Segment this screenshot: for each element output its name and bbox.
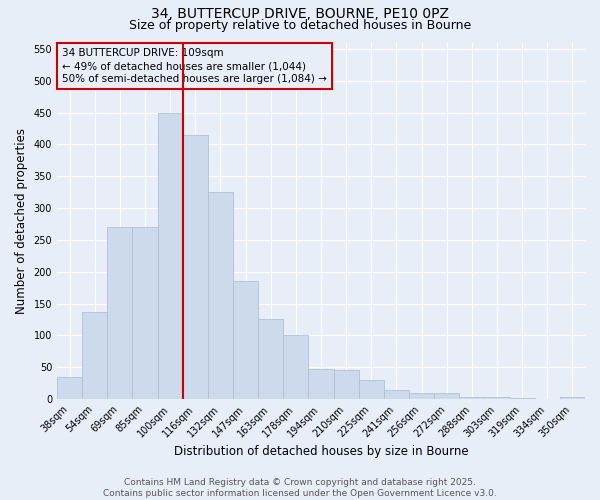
Bar — [233, 282, 258, 399]
Bar — [459, 397, 484, 399]
Bar — [107, 227, 133, 399]
Bar — [208, 192, 233, 399]
Text: Size of property relative to detached houses in Bourne: Size of property relative to detached ho… — [129, 18, 471, 32]
Bar — [158, 112, 183, 399]
Y-axis label: Number of detached properties: Number of detached properties — [15, 128, 28, 314]
Bar — [133, 227, 158, 399]
Bar — [334, 370, 359, 399]
Text: 34 BUTTERCUP DRIVE: 109sqm
← 49% of detached houses are smaller (1,044)
50% of s: 34 BUTTERCUP DRIVE: 109sqm ← 49% of deta… — [62, 48, 327, 84]
Bar — [183, 135, 208, 399]
Bar — [258, 320, 283, 399]
Bar — [283, 336, 308, 399]
Bar — [308, 369, 334, 399]
Bar — [509, 398, 535, 399]
Bar — [560, 397, 585, 399]
Bar — [82, 312, 107, 399]
Bar — [409, 392, 434, 399]
Bar — [359, 380, 384, 399]
Text: Contains HM Land Registry data © Crown copyright and database right 2025.
Contai: Contains HM Land Registry data © Crown c… — [103, 478, 497, 498]
Bar — [484, 397, 509, 399]
X-axis label: Distribution of detached houses by size in Bourne: Distribution of detached houses by size … — [174, 444, 469, 458]
Bar — [434, 392, 459, 399]
Bar — [384, 390, 409, 399]
Bar — [57, 377, 82, 399]
Text: 34, BUTTERCUP DRIVE, BOURNE, PE10 0PZ: 34, BUTTERCUP DRIVE, BOURNE, PE10 0PZ — [151, 8, 449, 22]
